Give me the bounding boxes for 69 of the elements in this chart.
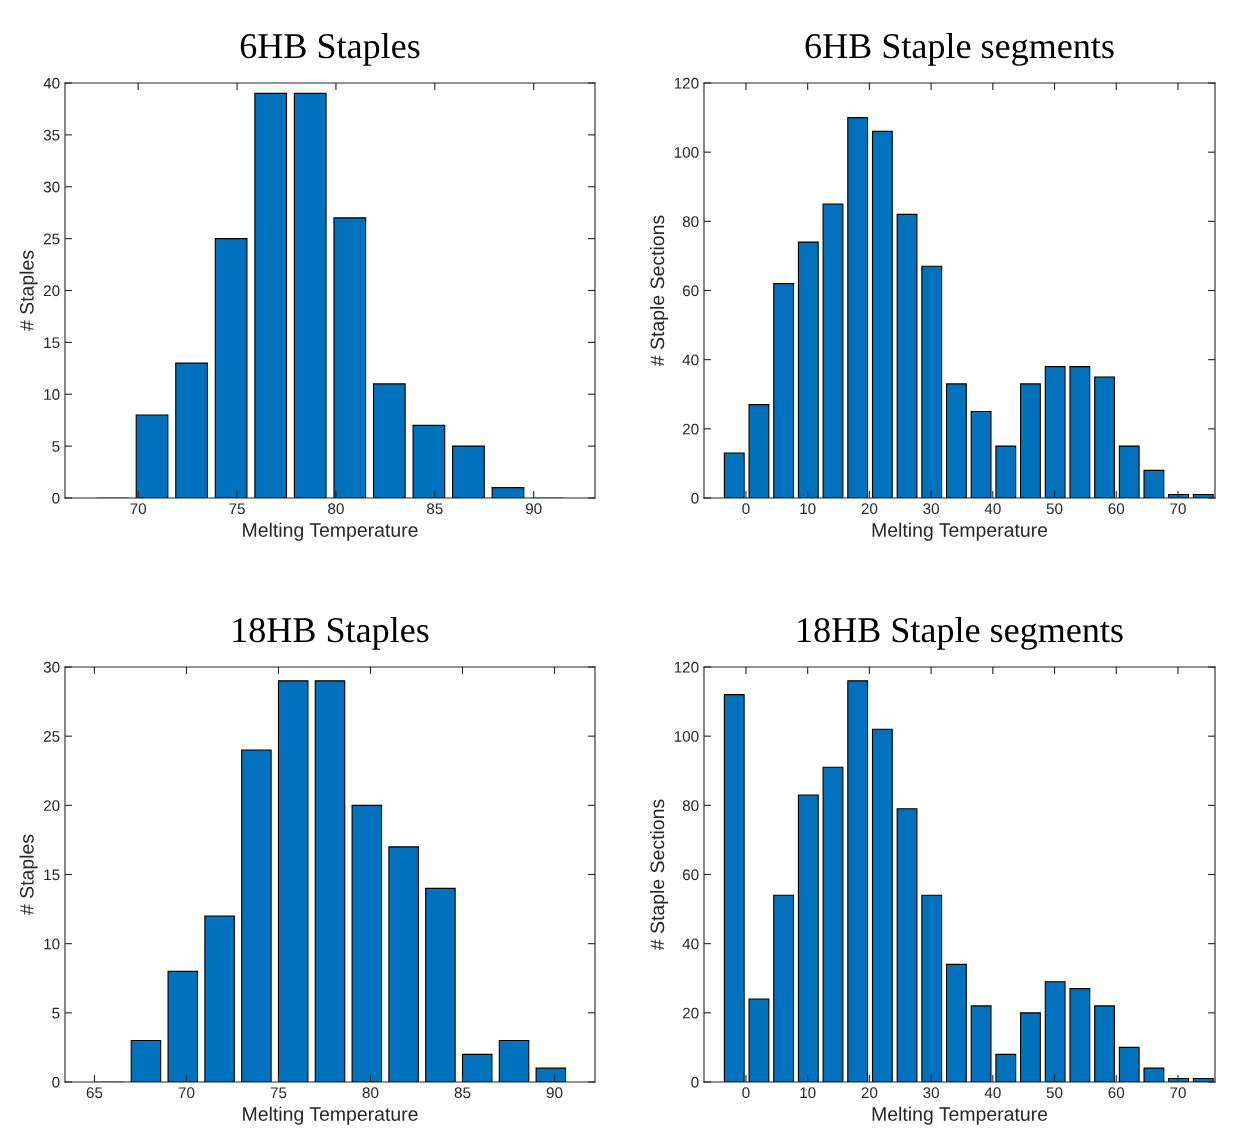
y-tick-label: 35 [43, 129, 60, 141]
x-tick-label: 10 [800, 1087, 816, 1099]
x-tick-label: 85 [426, 503, 443, 515]
x-tick-label: 90 [546, 1087, 563, 1099]
y-tick-label: 5 [52, 441, 60, 452]
x-tick-label: 85 [454, 1087, 471, 1099]
chart-title: 6HB Staple segments [805, 32, 1114, 66]
y-tick-label: 40 [43, 77, 60, 89]
y-tick-label: 5 [52, 1007, 60, 1019]
y-tick-label: 20 [682, 1007, 699, 1019]
y-tick-label: 20 [43, 800, 60, 812]
x-axis-title: Melting Temperature [872, 522, 1048, 541]
x-tick-label: 70 [1170, 503, 1186, 515]
x-tick-label: 60 [1108, 503, 1125, 515]
x-tick-label: 50 [1046, 1087, 1063, 1099]
x-tick-label: 30 [923, 503, 940, 515]
y-tick-label: 120 [674, 77, 699, 89]
y-axis-title: # Staples [19, 250, 38, 331]
y-tick-label: 20 [682, 423, 699, 435]
x-tick-label: 20 [861, 1087, 878, 1099]
y-tick-label: 25 [43, 233, 60, 245]
x-tick-label: 0 [742, 1087, 750, 1099]
y-tick-label: 40 [682, 354, 699, 366]
y-tick-label: 10 [44, 938, 60, 950]
y-tick-label: 15 [44, 337, 60, 349]
y-tick-label: 120 [674, 661, 699, 673]
y-axis-title: # Staples [19, 834, 38, 915]
chart-title: 6HB Staples [240, 32, 420, 66]
y-tick-label: 80 [682, 800, 699, 812]
y-tick-label: 80 [682, 216, 699, 228]
y-tick-label: 100 [674, 731, 699, 742]
x-axis-title: Melting Temperature [243, 522, 418, 541]
x-tick-label: 20 [861, 503, 878, 515]
y-tick-label: 20 [43, 285, 60, 297]
x-tick-label: 30 [923, 1087, 940, 1099]
y-axis-title: # Staple Sections [649, 215, 669, 367]
x-tick-label: 75 [229, 503, 245, 515]
y-tick-label: 15 [44, 869, 60, 881]
y-tick-label: 30 [43, 661, 60, 673]
x-tick-label: 0 [742, 503, 750, 515]
y-tick-label: 30 [43, 181, 60, 193]
y-tick-label: 0 [52, 1076, 60, 1088]
chart-title: 18HB Staple segments [798, 616, 1123, 650]
chart-title: 18HB Staples [233, 616, 429, 650]
x-tick-label: 10 [800, 503, 816, 515]
x-tick-label: 90 [525, 503, 542, 515]
y-tick-label: 40 [682, 938, 699, 950]
x-tick-label: 70 [1170, 1087, 1186, 1099]
y-tick-label: 0 [691, 492, 699, 504]
x-tick-label: 40 [984, 1087, 1001, 1099]
y-tick-label: 25 [43, 731, 60, 742]
y-tick-label: 10 [44, 389, 60, 400]
x-tick-label: 60 [1108, 1087, 1125, 1099]
y-axis-title: # Staple Sections [649, 799, 669, 951]
x-tick-label: 75 [270, 1087, 287, 1099]
x-axis-title: Melting Temperature [872, 1106, 1048, 1125]
x-tick-label: 70 [130, 503, 147, 515]
y-tick-label: 0 [691, 1076, 699, 1088]
x-tick-label: 70 [178, 1087, 195, 1099]
y-tick-label: 0 [52, 492, 60, 504]
x-tick-label: 40 [984, 503, 1001, 515]
y-tick-label: 60 [682, 869, 699, 881]
x-tick-label: 50 [1046, 503, 1063, 515]
x-tick-label: 65 [86, 1087, 103, 1099]
y-tick-label: 100 [674, 147, 699, 158]
y-tick-label: 60 [682, 285, 699, 297]
x-tick-label: 80 [328, 503, 344, 515]
x-axis-title: Melting Temperature [243, 1106, 418, 1125]
x-tick-label: 80 [362, 1087, 379, 1099]
